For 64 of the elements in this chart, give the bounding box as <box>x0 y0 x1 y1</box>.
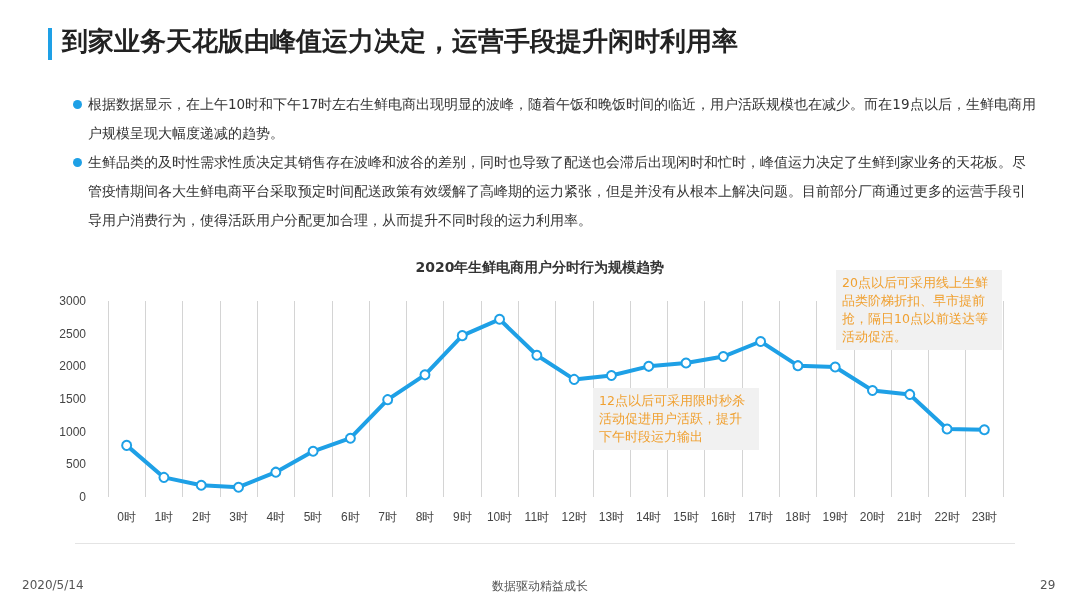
point <box>568 373 580 385</box>
text: 29 <box>1040 578 1056 592</box>
point <box>717 351 729 363</box>
point <box>344 432 356 444</box>
x-tick-label: 5时 <box>303 510 323 524</box>
text: 生鲜品类的及时性需求性质决定其销售存在波峰和波谷的差别，同时也导致了配送也会滞后出现闲时和忙时，峰值运力决定了生鲜到家业务的天花板。尽管疫情期间各大生鲜电商平台采取预定时间配送政策有效缓解了高峰期的运力紧张，但是并没有从根本上解决问题。目前部分厂商通过更多的运营手段引导用户消费行为，使得活跃用户分配更加合理，从而提升不同时段的运力利用率。 <box>88 154 1026 228</box>
point <box>829 361 841 373</box>
point <box>419 369 431 381</box>
point <box>307 445 319 457</box>
x-tick-label: 6时 <box>341 510 360 524</box>
point <box>494 313 506 325</box>
x-tick-label: 14时 <box>636 510 662 524</box>
y-tick-label: 2000 <box>59 359 87 374</box>
x-tick-label: 3时 <box>229 510 248 524</box>
annotation: 12点以后可采用限时秒杀活动促进用户活跃，提升下午时段运力输出 <box>593 388 759 450</box>
point <box>755 336 767 347</box>
point <box>941 423 953 435</box>
chart-title: 到家业务天花版由峰值运力决定，运营手段提升闲时利用率 <box>62 25 738 58</box>
point <box>121 439 133 451</box>
y-tick-label: 500 <box>65 457 87 472</box>
x-tick-label: 8时 <box>415 510 435 524</box>
x-tick-label: 20时 <box>859 510 886 524</box>
text: 2020/5/14 <box>22 578 84 592</box>
x-tick-label: 0时 <box>117 510 136 524</box>
y-tick-label: 1500 <box>59 392 87 406</box>
y-tick-label: 1000 <box>59 424 87 439</box>
annotation: 20点以后可采用线上生鲜品类阶梯折扣、早市提前抢，隔日10点以前送达等活动促活。 <box>836 270 1002 350</box>
point <box>158 471 170 483</box>
y-tick-label: 2500 <box>59 326 87 341</box>
text: 根据数据显示，在上午10时和下午17时左右生鲜电商出现明显的波峰，随着午饭和晚饭时间的临近，用户活跃规模也在减少。而在19点以后，生鲜电商用户规模呈现大幅度递减的趋势。 <box>88 96 1036 141</box>
x-tick-label: 15时 <box>673 510 699 524</box>
x-tick-label: 12时 <box>561 510 587 524</box>
x-tick-label: 13时 <box>598 510 625 524</box>
chart-subtitle: 2020年生鲜电商用户分时行为规模趋势 <box>415 259 665 275</box>
point <box>195 479 207 491</box>
x-tick-label: 16时 <box>710 510 736 524</box>
x-tick-label: 19时 <box>822 510 848 524</box>
text: 数据驱动精益成长 <box>492 579 588 593</box>
x-tick-label: 10时 <box>486 510 513 524</box>
point <box>680 357 692 369</box>
point <box>233 481 245 493</box>
point <box>456 330 468 342</box>
point <box>978 424 990 436</box>
x-tick-label: 17时 <box>747 510 774 524</box>
x-tick-label: 18时 <box>785 510 811 524</box>
x-tick-label: 21时 <box>897 510 923 524</box>
point <box>605 369 617 381</box>
x-tick-label: 1时 <box>154 510 174 524</box>
point <box>382 394 394 406</box>
x-tick-label: 9时 <box>452 510 472 524</box>
x-tick-label: 23时 <box>971 510 998 524</box>
point <box>270 466 282 478</box>
point <box>904 388 916 400</box>
y-tick-label: 3000 <box>59 294 87 308</box>
x-tick-label: 2时 <box>191 510 211 524</box>
point <box>792 360 804 372</box>
point <box>643 360 655 372</box>
x-tick-label: 7时 <box>378 510 398 524</box>
x-tick-label: 22时 <box>934 510 960 524</box>
point <box>866 385 878 396</box>
y-tick-label: 0 <box>79 490 87 504</box>
x-tick-label: 4时 <box>266 510 286 524</box>
point <box>531 349 543 361</box>
x-tick-label: 11时 <box>524 510 550 524</box>
